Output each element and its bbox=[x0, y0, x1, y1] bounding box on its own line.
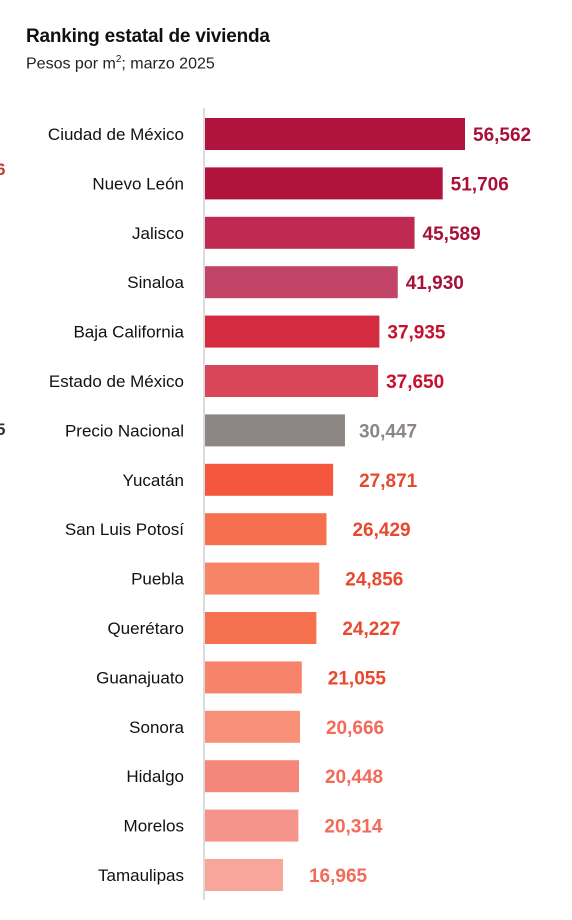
bar bbox=[205, 414, 345, 447]
value-label: 21,055 bbox=[328, 668, 387, 689]
category-label: Estado de México bbox=[49, 372, 184, 391]
bar bbox=[205, 463, 334, 496]
bar bbox=[205, 216, 415, 249]
chart-title: Ranking estatal de vivienda bbox=[26, 26, 270, 47]
category-label: Sinaloa bbox=[127, 273, 184, 292]
category-label: Ciudad de México bbox=[48, 125, 184, 144]
value-label: 26,429 bbox=[352, 520, 410, 541]
value-label: 45,589 bbox=[423, 224, 481, 245]
value-label: 37,935 bbox=[387, 323, 446, 344]
subtitle-superscript: 2 bbox=[115, 54, 122, 65]
category-label: Hidalgo bbox=[126, 767, 184, 786]
value-label: 30,447 bbox=[359, 421, 417, 442]
category-label: Nuevo León bbox=[92, 174, 184, 193]
value-label: 20,448 bbox=[325, 767, 383, 788]
category-label: Querétaro bbox=[107, 619, 184, 638]
value-label: 41,930 bbox=[406, 273, 464, 294]
value-label: 27,871 bbox=[359, 471, 418, 492]
bar bbox=[205, 809, 299, 842]
category-label: Jalisco bbox=[132, 224, 184, 243]
bar bbox=[205, 266, 398, 299]
value-label: 56,562 bbox=[473, 125, 531, 146]
bar bbox=[205, 760, 299, 793]
bar bbox=[205, 661, 302, 694]
value-label: 16,965 bbox=[309, 866, 368, 887]
category-label: Baja California bbox=[73, 323, 184, 342]
value-label: 37,650 bbox=[386, 372, 444, 393]
bar bbox=[205, 118, 465, 150]
chart-subtitle: Pesos por m2; marzo 2025 bbox=[26, 54, 270, 73]
value-label: 51,706 bbox=[451, 174, 509, 195]
chart-header: Ranking estatal de vivienda Pesos por m2… bbox=[26, 26, 270, 73]
bar bbox=[205, 612, 317, 644]
edge-mark-top: 6 bbox=[0, 160, 6, 179]
value-label: 24,856 bbox=[345, 570, 403, 591]
category-label: Morelos bbox=[124, 817, 184, 836]
subtitle-suffix: ; marzo 2025 bbox=[121, 55, 215, 73]
category-label: Sonora bbox=[129, 718, 184, 737]
bar bbox=[205, 562, 320, 595]
category-label: Tamaulipas bbox=[98, 866, 184, 885]
category-label: Puebla bbox=[131, 570, 184, 589]
value-label: 24,227 bbox=[342, 619, 400, 640]
subtitle-prefix: Pesos por m bbox=[26, 55, 116, 73]
bar bbox=[205, 315, 380, 348]
bar bbox=[205, 365, 379, 397]
category-label: Yucatán bbox=[123, 471, 184, 490]
category-label: San Luis Potosí bbox=[65, 520, 184, 539]
bar bbox=[205, 513, 327, 546]
category-label: Guanajuato bbox=[96, 668, 184, 687]
category-label: Precio Nacional bbox=[65, 421, 184, 440]
edge-mark-middle: 5 bbox=[0, 420, 6, 439]
value-label: 20,666 bbox=[326, 718, 384, 739]
bar bbox=[205, 167, 443, 200]
value-label: 20,314 bbox=[324, 817, 383, 838]
bar bbox=[205, 710, 300, 743]
bar bbox=[205, 859, 283, 891]
